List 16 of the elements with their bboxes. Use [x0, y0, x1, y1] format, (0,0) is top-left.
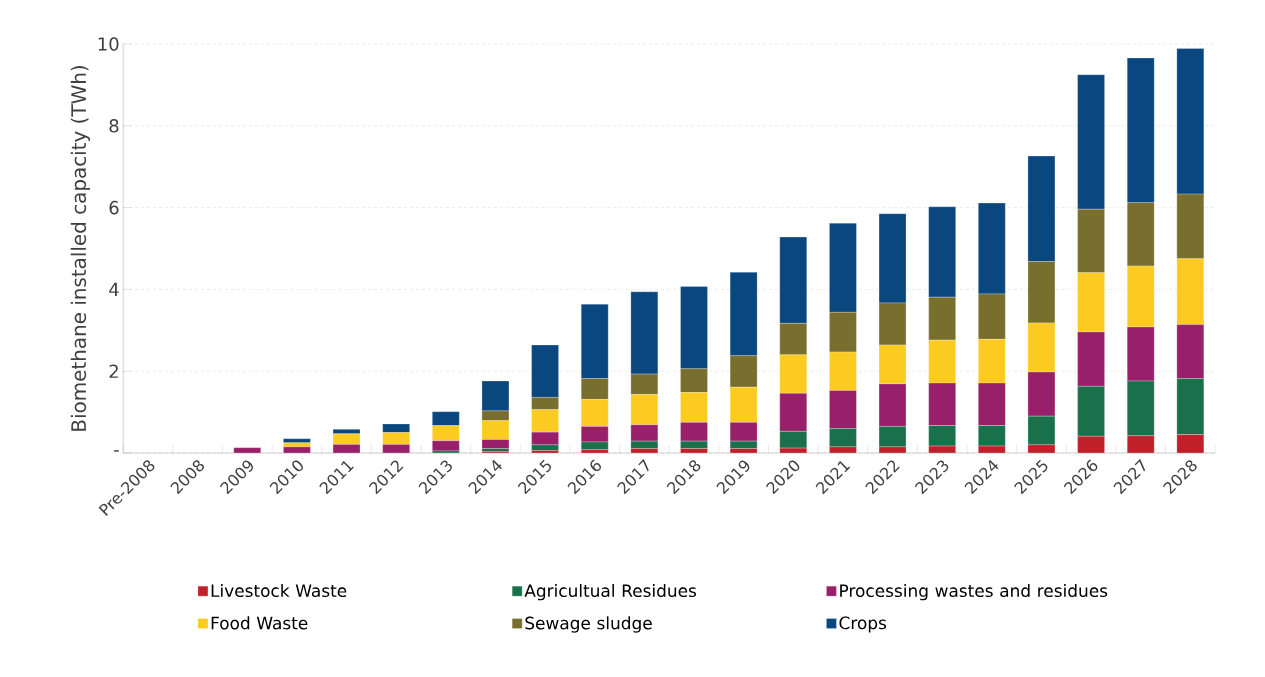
y-tick-label: 4 — [109, 282, 119, 296]
y-axis-title: Biomethane installed capacity (TWh) — [70, 66, 90, 431]
y-tick-label: 8 — [109, 119, 119, 133]
legend-label: Food Waste — [211, 616, 308, 630]
bar — [233, 447, 261, 454]
legend-label: Sewage sludge — [525, 616, 652, 633]
legend-label: Crops — [839, 616, 887, 633]
legend-label: Processing wastes and residues — [840, 583, 1108, 601]
legend-label: Livestock Waste — [211, 583, 347, 598]
bar — [283, 446, 311, 454]
bar — [283, 438, 311, 443]
legend-label: Agricultual Residues — [524, 583, 697, 601]
y-tick-label: - — [114, 450, 119, 452]
y-tick-label: 2 — [109, 364, 118, 378]
y-tick-label: 6 — [109, 200, 119, 215]
y-tick-label: 10 — [98, 37, 119, 51]
